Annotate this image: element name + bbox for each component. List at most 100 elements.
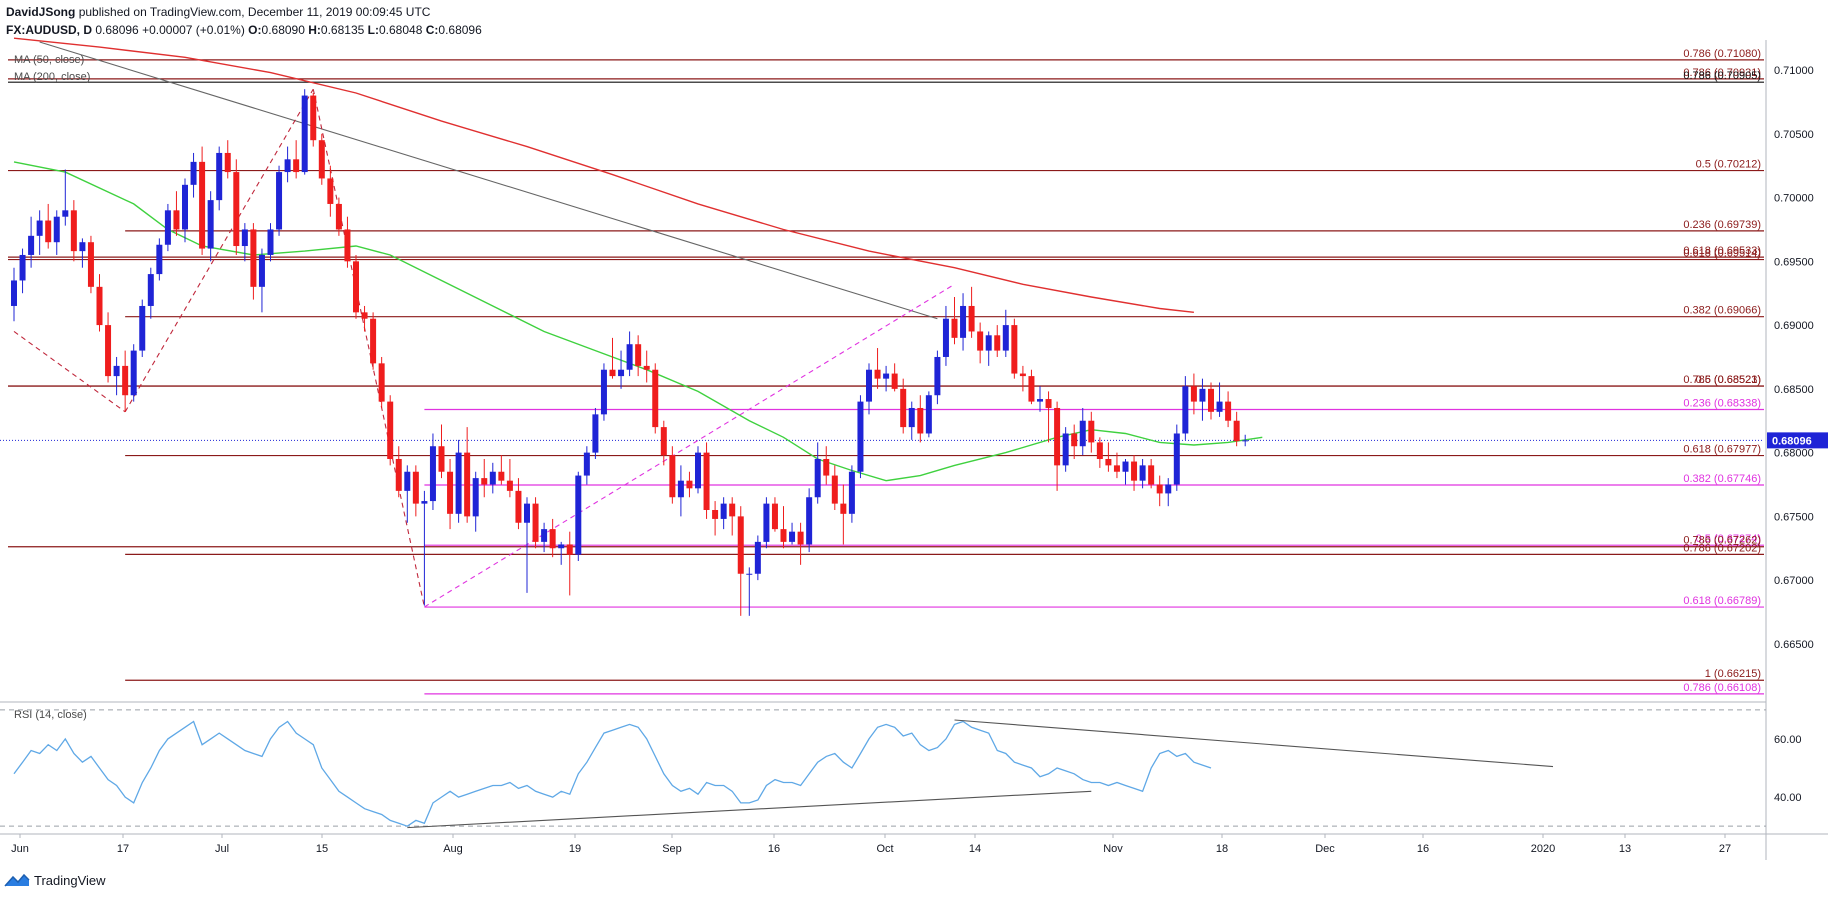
candle-body xyxy=(182,184,188,230)
candle-body xyxy=(284,159,291,173)
candle-body xyxy=(686,480,693,489)
candle-body xyxy=(806,497,813,545)
candle-body xyxy=(1062,433,1069,466)
candle-body xyxy=(361,312,368,319)
candle-body xyxy=(669,455,676,498)
candle-body xyxy=(746,573,753,575)
fib-level-label: 0.5 (0.67274) xyxy=(1696,533,1761,545)
rsi-tick-label: 40.00 xyxy=(1774,792,1802,804)
fib-level-label: 0.382 (0.67746) xyxy=(1683,473,1761,485)
candle-body xyxy=(87,242,94,287)
price-tick-label: 0.69000 xyxy=(1774,320,1814,332)
fib-level-label: 0.786 (0.67262) xyxy=(1683,535,1761,547)
candle-body xyxy=(19,254,26,281)
candle-body xyxy=(199,161,206,249)
candle-body xyxy=(1173,433,1180,485)
time-tick-label: 17 xyxy=(117,843,129,855)
candle-body xyxy=(79,242,86,252)
candle-body xyxy=(925,395,932,434)
candle-body xyxy=(1233,420,1240,442)
candle-body xyxy=(378,363,385,402)
fib-level-label: 0.5 (0.68521) xyxy=(1696,374,1761,386)
price-tick-label: 0.66500 xyxy=(1774,639,1814,651)
candle-body xyxy=(318,140,325,179)
price-tick-label: 0.67000 xyxy=(1774,575,1814,587)
candle-body xyxy=(917,407,924,434)
chart-frame xyxy=(0,40,1828,860)
candle-body xyxy=(412,471,419,504)
high-label: H: xyxy=(308,23,321,37)
candle-body xyxy=(36,220,43,236)
candle-body xyxy=(481,478,488,485)
candle-body xyxy=(1054,407,1061,466)
candle-body xyxy=(883,373,890,379)
candle-body xyxy=(874,369,881,379)
candle-body xyxy=(720,503,727,519)
candle-body xyxy=(258,254,265,287)
candle-body xyxy=(712,509,719,519)
candle-body xyxy=(45,220,52,243)
candle-body xyxy=(429,446,436,502)
candle-body xyxy=(250,229,257,287)
rsi-legend[interactable]: RSI (14, close) xyxy=(14,709,87,721)
time-axis[interactable]: Jun 17 Jul 15 Aug 19 Sep 16 Oct 14 Nov 18 Dec 16 2020 1… xyxy=(11,834,1731,855)
candle-body xyxy=(1208,388,1214,412)
candle-body xyxy=(353,261,359,313)
candle-body xyxy=(1019,373,1026,377)
candle-body xyxy=(147,274,154,306)
price-tick-label: 0.68500 xyxy=(1774,384,1814,396)
candle-body xyxy=(464,452,471,517)
swing-dashed-line xyxy=(124,88,314,413)
chart-header: DavidJSong published on TradingView.com,… xyxy=(6,3,1006,39)
candle-body xyxy=(771,503,778,530)
fib-level-label: 0.786 (0.71080) xyxy=(1683,48,1761,60)
candle-body xyxy=(1088,420,1095,443)
candle-body xyxy=(643,365,650,370)
tradingview-logo-icon[interactable] xyxy=(4,872,30,888)
candle-body xyxy=(1131,461,1138,481)
candle-body xyxy=(635,344,642,366)
candle-body xyxy=(789,531,796,542)
ma200-legend[interactable]: MA (200, close) xyxy=(14,71,90,83)
time-tick-label: Aug xyxy=(443,843,463,855)
candle-body xyxy=(96,286,103,326)
candle-body xyxy=(840,503,847,514)
symbol-label[interactable]: FX:AUDUSD, D xyxy=(6,23,92,37)
candle-body xyxy=(1242,440,1249,442)
candle-body xyxy=(207,200,214,249)
candle-body xyxy=(267,229,274,255)
candle-body xyxy=(447,471,454,514)
high-value: 0.68135 xyxy=(320,23,365,37)
candle-body xyxy=(1011,325,1018,374)
candle-body xyxy=(583,452,590,476)
ma50-legend[interactable]: MA (50, close) xyxy=(14,54,84,66)
brand-name[interactable]: TradingView xyxy=(34,872,106,888)
open-value: 0.68090 xyxy=(261,23,305,37)
fib-level-label: 1 (0.66215) xyxy=(1705,668,1761,680)
price-axis[interactable]: 0.71000 0.70500 0.70000 0.69500 0.69000 0.685… xyxy=(1767,65,1828,651)
author-name[interactable]: DavidJSong xyxy=(6,5,76,19)
candle-body xyxy=(1096,442,1103,459)
rsi-trendline xyxy=(407,790,1092,829)
price-tick-label: 0.70000 xyxy=(1774,193,1814,205)
fib-level-label: 0.382 (0.69066) xyxy=(1683,305,1761,317)
candle-body xyxy=(224,152,231,173)
candle-body xyxy=(549,529,556,549)
time-tick-label: 16 xyxy=(1417,843,1429,855)
time-tick-label: 2020 xyxy=(1531,843,1555,855)
low-label: L: xyxy=(367,23,379,37)
candle-body xyxy=(370,318,377,364)
candle-body xyxy=(831,475,838,504)
candle-body xyxy=(1071,433,1078,447)
candle-body xyxy=(327,178,334,204)
candle-body xyxy=(241,229,248,247)
candle-body xyxy=(1216,401,1223,412)
candle-body xyxy=(908,407,915,428)
open-label: O: xyxy=(248,23,262,37)
candle-body xyxy=(626,344,633,370)
candle-body xyxy=(737,516,744,574)
candle-body xyxy=(797,531,804,545)
candle-body xyxy=(592,414,599,453)
fib-level-label: 0.5 (0.70212) xyxy=(1696,159,1761,171)
